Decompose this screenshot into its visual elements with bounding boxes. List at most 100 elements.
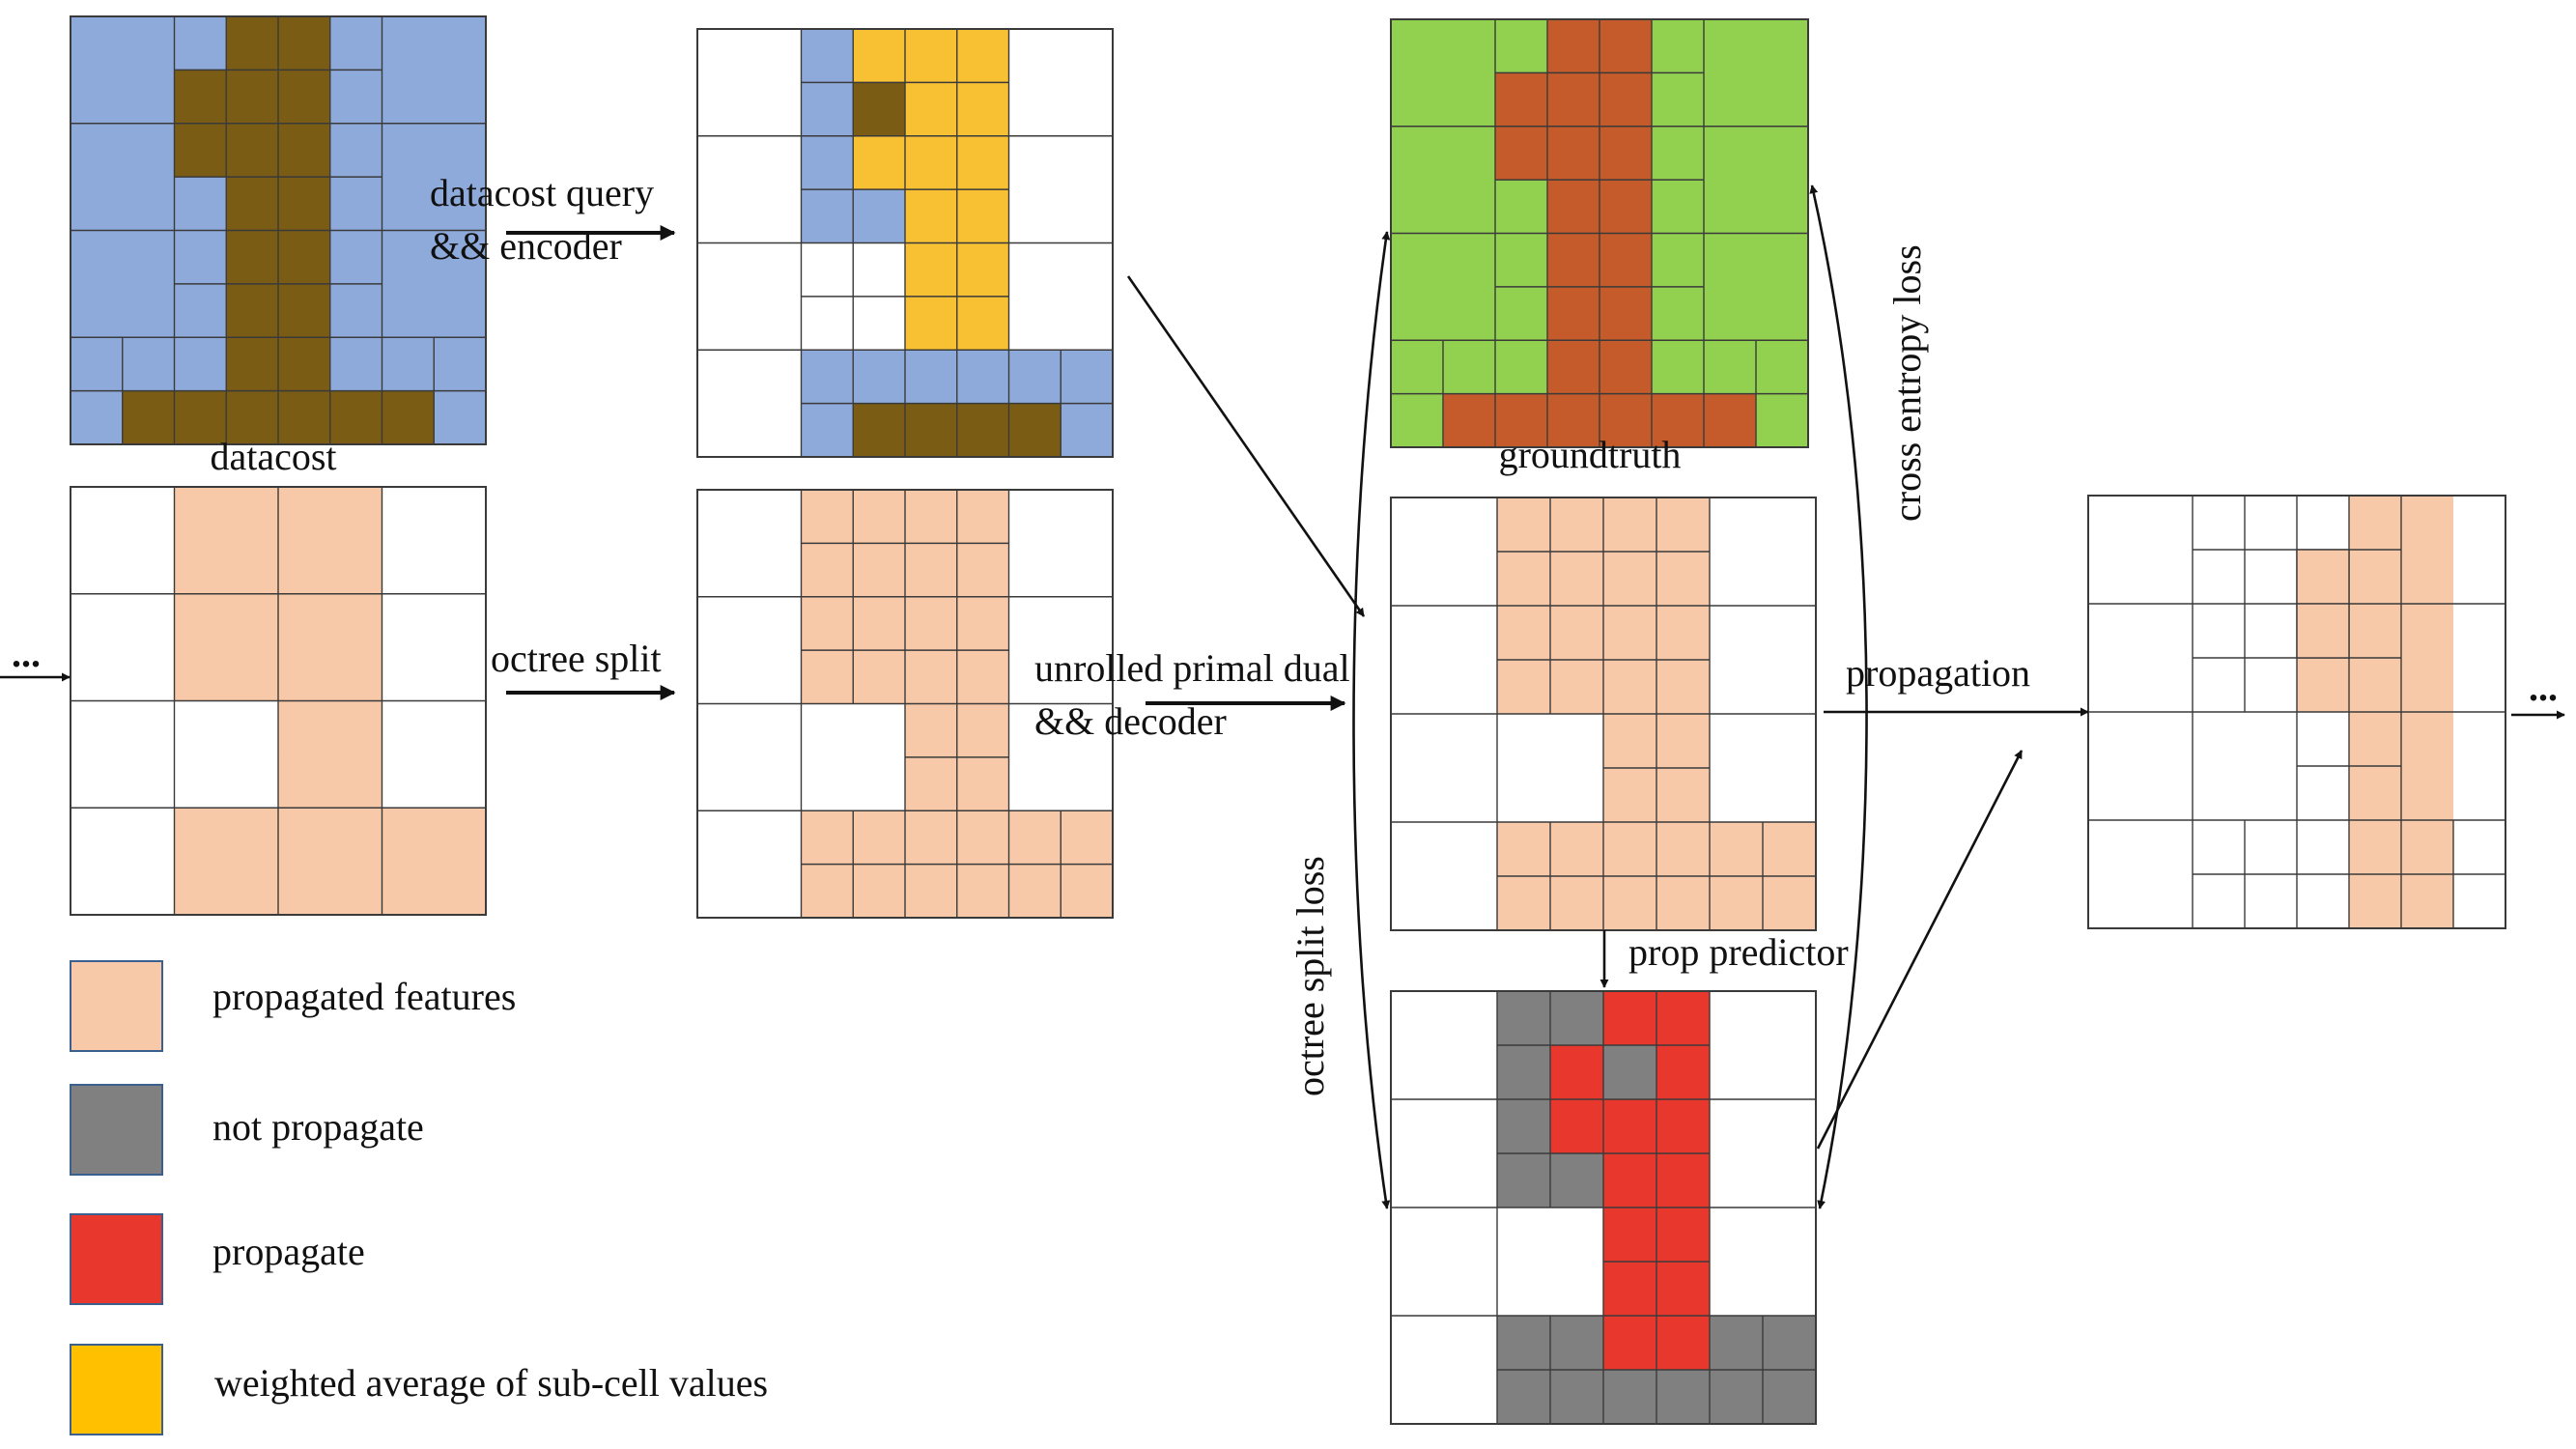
grid-cell — [1656, 1262, 1711, 1317]
grid-cell — [1599, 72, 1653, 128]
grid-cell — [801, 596, 854, 651]
grid-cell — [1444, 822, 1498, 877]
grid-cell — [749, 242, 803, 298]
grid-cell — [382, 753, 435, 809]
grid-cell — [174, 647, 227, 702]
grid-cell — [905, 490, 958, 544]
legend: propagated features not propagate propag… — [70, 960, 768, 1435]
grid-cell — [2245, 820, 2298, 875]
grid-cell — [1008, 296, 1062, 351]
grid-cell — [749, 29, 803, 83]
grid-cell — [2193, 496, 2246, 551]
grid-cell — [956, 242, 1010, 298]
grid-cell — [71, 540, 124, 595]
grid-cell — [749, 189, 803, 244]
grid-cell — [853, 543, 906, 598]
grid-cell — [1550, 1153, 1604, 1208]
grid-cell — [1656, 1099, 1711, 1154]
grid-cell — [1756, 393, 1809, 448]
grid-cell — [2453, 820, 2506, 875]
grid-cell — [1603, 1316, 1657, 1371]
grid-cell — [122, 861, 176, 916]
grid-cell — [2453, 874, 2506, 929]
grid-cell — [329, 861, 383, 916]
grid-cell — [434, 540, 487, 595]
grid-cell — [278, 230, 331, 285]
grid-cell — [853, 29, 906, 83]
grid-cell — [122, 123, 176, 178]
grid-cell — [2349, 550, 2402, 605]
grid-cell — [1391, 1099, 1445, 1154]
grid-cell — [1391, 340, 1444, 395]
grid-cell — [1061, 242, 1114, 298]
grid-cell — [122, 177, 176, 232]
grid-cell — [2401, 766, 2454, 821]
grid-cell — [853, 403, 906, 458]
grid-cell — [1391, 180, 1444, 235]
cross-entropy-loss-label: cross entropy loss — [1885, 244, 1929, 522]
grid-cell — [1495, 286, 1548, 341]
grid-cell — [434, 861, 487, 916]
grid-cell — [434, 390, 487, 445]
datacost-label: datacost — [210, 435, 336, 478]
grid-cell — [905, 29, 958, 83]
grid-cell — [278, 753, 331, 809]
grid-cell — [2140, 820, 2194, 875]
grid-cell — [1547, 393, 1600, 448]
grid-cell — [1444, 876, 1498, 931]
grid-cell — [1763, 768, 1817, 823]
grid-cell — [174, 283, 227, 338]
grid-cell — [122, 337, 176, 392]
grid-cell — [1656, 1316, 1711, 1371]
grid-cell — [1550, 1045, 1604, 1100]
grid-cell — [853, 135, 906, 190]
grid-cell — [1656, 822, 1711, 877]
grid-cell — [1652, 126, 1705, 181]
grid-cell — [1061, 864, 1114, 919]
grid-cell — [1656, 1045, 1711, 1100]
grid-cell — [801, 810, 854, 866]
grid-cell — [956, 810, 1010, 866]
grid-cell — [1391, 1370, 1445, 1425]
grid-cell — [2297, 766, 2350, 821]
grid-cell — [1444, 714, 1498, 769]
grid-cell — [1497, 1370, 1551, 1425]
grid-cell — [1710, 1045, 1764, 1100]
grid-cell — [801, 864, 854, 919]
datacost-query-label-line1: datacost query — [430, 171, 654, 214]
grid-cell — [853, 350, 906, 405]
grid-cell — [434, 16, 487, 71]
grid-cell — [434, 230, 487, 285]
grid-cell — [1756, 72, 1809, 128]
grid-cell — [2296, 549, 2350, 605]
grid-cell — [174, 540, 227, 595]
grid-cell — [1008, 703, 1062, 758]
grid-cell — [329, 177, 383, 232]
grid-cell — [1763, 606, 1817, 661]
grid-cell — [1763, 1316, 1817, 1371]
grid-cell — [382, 230, 435, 285]
grid-cell — [2088, 712, 2141, 767]
grid-cell — [329, 647, 383, 702]
grid-cell — [1547, 72, 1600, 128]
grid-cell — [1603, 1370, 1657, 1425]
grid-cell — [1497, 1208, 1551, 1263]
grid-cell — [853, 864, 906, 919]
grid-cell — [801, 82, 854, 137]
grid-cell — [174, 123, 227, 178]
grid-cell — [1763, 1045, 1817, 1100]
grid-cell — [1652, 19, 1705, 73]
grid-cell — [329, 390, 383, 445]
grid-cell — [174, 230, 227, 285]
octree-split-loss-arrow — [1352, 231, 1391, 1209]
grid-cell — [2245, 712, 2298, 767]
grid-cell — [1497, 552, 1551, 607]
grid-cell — [1652, 286, 1705, 341]
grid-cell — [749, 296, 803, 351]
grid-cell — [1710, 822, 1764, 877]
grid-cell — [2140, 766, 2194, 821]
grid-cell — [1008, 135, 1062, 190]
grid-cell — [1497, 606, 1551, 661]
grid-cell — [1495, 180, 1548, 235]
propagation-label: propagation — [1846, 651, 2030, 695]
